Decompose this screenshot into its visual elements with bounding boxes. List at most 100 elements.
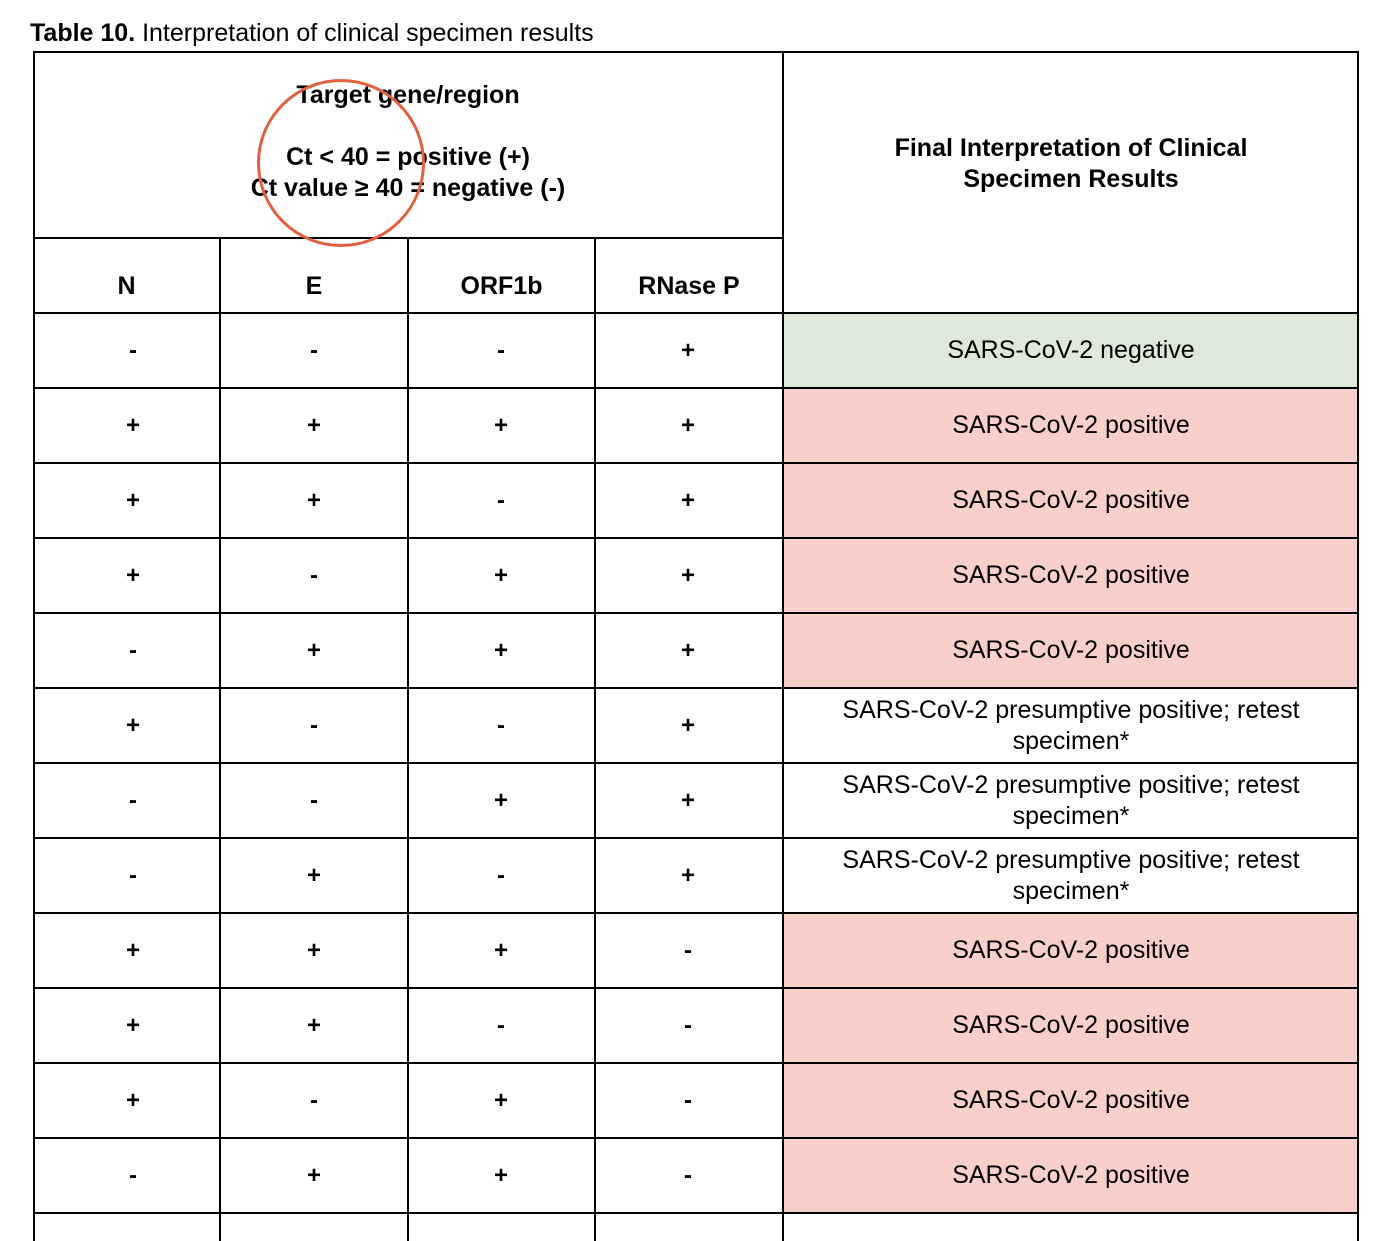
results-table: Target gene/region Ct < 40 = positive (+…	[33, 51, 1359, 1241]
cell-e: +	[306, 1161, 321, 1189]
grid-line	[33, 687, 1359, 689]
result-cell: SARS-CoV-2 presumptive positive; retest …	[842, 695, 1300, 755]
cell-orf1b: -	[497, 861, 505, 889]
grid-line	[33, 51, 35, 1241]
result-cell-background	[783, 388, 1359, 463]
cell-rnase-p: +	[680, 636, 695, 664]
column-header-e: E	[305, 272, 323, 300]
ct-negative-rule: Ct value ≥ 40 = negative (-)	[250, 173, 566, 202]
target-gene-header: Target gene/region Ct < 40 = positive (+…	[33, 51, 783, 238]
cell-rnase-p: -	[684, 1161, 692, 1189]
cell-rnase-p: -	[684, 1011, 692, 1039]
cell-n: +	[125, 936, 140, 964]
result-cell-background	[783, 763, 1359, 838]
cell-orf1b: +	[493, 411, 508, 439]
cell-e: -	[310, 1086, 318, 1114]
cell-e: +	[306, 1011, 321, 1039]
cell-n: +	[125, 1011, 140, 1039]
column-header-orf1b: ORF1b	[460, 272, 543, 300]
cell-e: +	[306, 636, 321, 664]
cell-e: +	[306, 861, 321, 889]
cell-e: +	[306, 411, 321, 439]
result-cell: SARS-CoV-2 positive	[952, 936, 1190, 964]
result-cell: SARS-CoV-2 presumptive positive; retest …	[842, 845, 1300, 905]
result-cell: SARS-CoV-2 positive	[952, 486, 1190, 514]
grid-line	[33, 837, 1359, 839]
grid-line	[219, 238, 221, 1241]
grid-line	[33, 51, 1359, 53]
result-cell-background	[783, 988, 1359, 1063]
cell-n: -	[129, 1161, 137, 1189]
column-header-n: N	[117, 272, 136, 300]
final-interpretation-header: Final Interpretation of Clinical Specime…	[783, 51, 1359, 313]
result-cell: SARS-CoV-2 negative	[947, 336, 1195, 364]
cell-e: -	[310, 336, 318, 364]
result-cell-background	[783, 538, 1359, 613]
result-cell: SARS-CoV-2 positive	[952, 411, 1190, 439]
cell-n: -	[129, 336, 137, 364]
result-cell: SARS-CoV-2 presumptive positive; retest …	[842, 770, 1300, 830]
cell-n: -	[129, 786, 137, 814]
result-cell-background	[783, 838, 1359, 913]
result-cell-background	[783, 1063, 1359, 1138]
grid-line	[33, 312, 1359, 314]
ct-positive-rule: Ct < 40 = positive (+)	[286, 142, 530, 171]
result-cell-background	[783, 313, 1359, 388]
cell-n: +	[125, 1086, 140, 1114]
grid-line	[407, 238, 409, 1241]
cell-rnase-p: -	[684, 1086, 692, 1114]
cell-e: -	[310, 786, 318, 814]
cell-orf1b: -	[497, 486, 505, 514]
cell-orf1b: -	[497, 336, 505, 364]
cell-orf1b: +	[493, 786, 508, 814]
column-header-rnase-p: RNase P	[638, 272, 740, 300]
grid-line	[33, 537, 1359, 539]
grid-line	[594, 238, 596, 1241]
cell-rnase-p: +	[680, 861, 695, 889]
cell-orf1b: -	[497, 711, 505, 739]
cell-rnase-p: +	[680, 411, 695, 439]
grid-line	[33, 1212, 1359, 1214]
cell-e: -	[310, 561, 318, 589]
cell-n: +	[125, 486, 140, 514]
grid-line	[33, 387, 1359, 389]
cell-orf1b: +	[493, 1086, 508, 1114]
result-cell: SARS-CoV-2 positive	[952, 1011, 1190, 1039]
cell-rnase-p: -	[684, 936, 692, 964]
result-cell-background	[783, 463, 1359, 538]
grid-line	[33, 1062, 1359, 1064]
table-caption: Table 10. Interpretation of clinical spe…	[30, 17, 594, 49]
cell-orf1b: +	[493, 636, 508, 664]
cell-rnase-p: +	[680, 486, 695, 514]
cell-n: +	[125, 711, 140, 739]
cell-orf1b: +	[493, 936, 508, 964]
cell-rnase-p: +	[680, 336, 695, 364]
grid-line	[33, 912, 1359, 914]
cell-n: +	[125, 561, 140, 589]
result-cell: SARS-CoV-2 positive	[952, 1086, 1190, 1114]
cell-n: -	[129, 636, 137, 664]
cell-rnase-p: +	[680, 561, 695, 589]
target-gene-title: Target gene/region	[296, 80, 520, 109]
grid-line	[33, 1137, 1359, 1139]
result-cell: SARS-CoV-2 positive	[952, 636, 1190, 664]
grid-line	[33, 762, 1359, 764]
cell-n: +	[125, 411, 140, 439]
cell-e: -	[310, 711, 318, 739]
result-cell-background	[783, 913, 1359, 988]
cell-n: -	[129, 861, 137, 889]
final-interpretation-line2: Specimen Results	[963, 165, 1179, 193]
cell-rnase-p: +	[680, 786, 695, 814]
result-cell-background	[783, 688, 1359, 763]
cell-e: +	[306, 936, 321, 964]
cell-orf1b: -	[497, 1011, 505, 1039]
grid-line	[33, 462, 1359, 464]
result-cell-background	[783, 1138, 1359, 1213]
grid-line	[33, 612, 1359, 614]
cell-orf1b: +	[493, 561, 508, 589]
cell-rnase-p: +	[680, 711, 695, 739]
result-cell: SARS-CoV-2 positive	[952, 1161, 1190, 1189]
grid-line	[782, 51, 784, 1241]
cell-orf1b: +	[493, 1161, 508, 1189]
table-caption-text: Interpretation of clinical specimen resu…	[135, 19, 594, 47]
